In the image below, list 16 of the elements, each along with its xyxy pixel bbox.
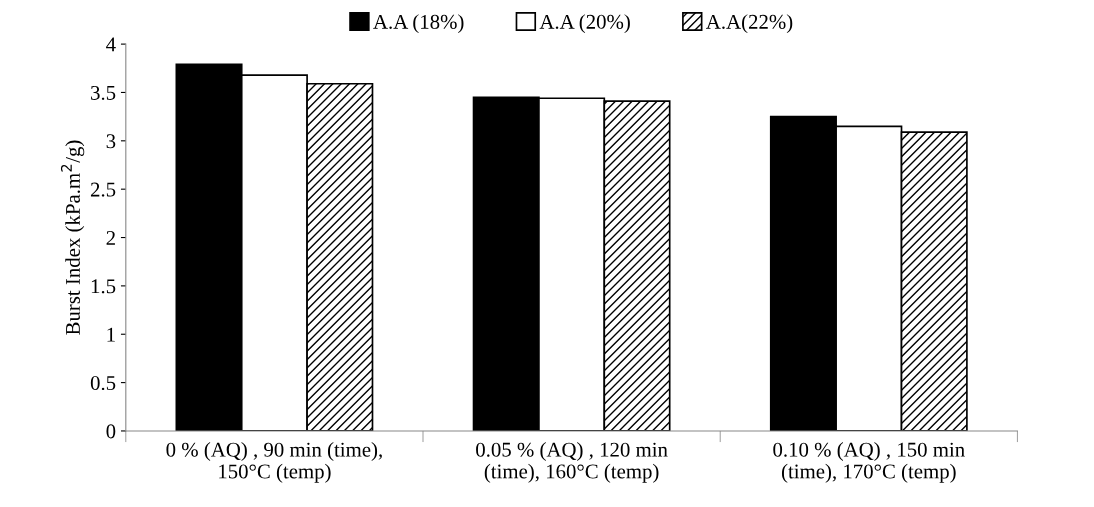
x-tick-label: 0.10 % (AQ) , 150 min (time), 170°C (temp) — [773, 442, 965, 483]
y-tick-label: 2.5 — [90, 182, 116, 197]
y-tick-label: 1 — [107, 327, 115, 342]
x-tick-label: 0.05 % (AQ) , 120 min (time), 160°C (temp) — [476, 442, 668, 483]
y-tick-label: 2 — [106, 230, 115, 245]
y-tick-label: 4 — [106, 37, 116, 52]
x-tick-label: 0 % (AQ) , 90 min (time), 150°C (temp) — [166, 442, 382, 483]
y-tick-label: 1.5 — [91, 279, 116, 294]
y-tick-label: 3.5 — [91, 85, 116, 100]
y-axis-title: Burst Index (kPa.m$^{2}$/g) — [60, 140, 85, 335]
legend-label: A.A (18%) — [373, 14, 464, 34]
y-tick-label: 0 — [106, 424, 116, 439]
legend-label: A.A (20%) — [539, 14, 630, 34]
legend-label: A.A(22%) — [706, 14, 793, 34]
y-tick-label: 3 — [106, 134, 116, 149]
y-tick-label: 0.5 — [90, 375, 116, 391]
